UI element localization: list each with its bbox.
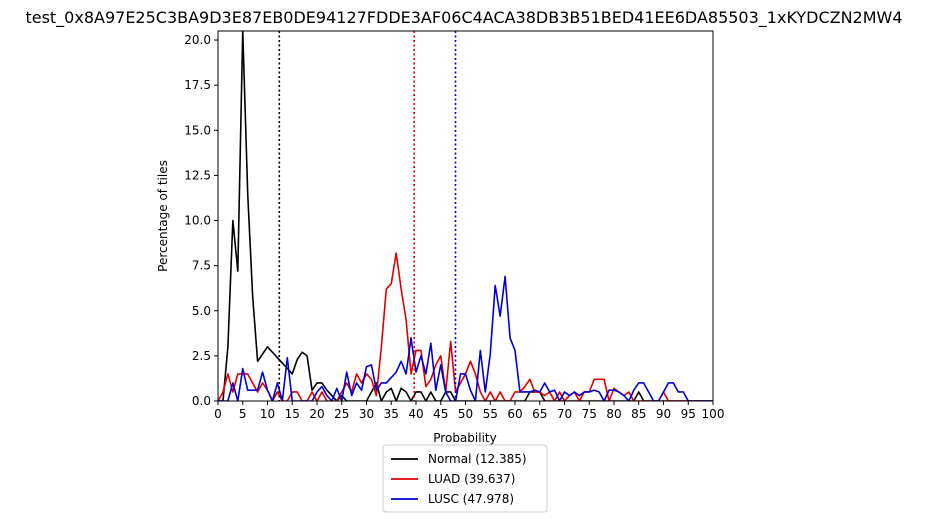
series-line-1 [218,252,713,401]
legend-label-1: LUAD (39.637) [428,472,516,486]
chart-title: test_0x8A97E25C3BA9D3E87EB0DE94127FDDE3A… [25,8,902,28]
x-axis: 0 5 10 15 20 25 30 35 40 45 50 55 60 65 70 75 80 85 90 95 10… [214,401,724,421]
x-tick-label: 35 [384,407,399,421]
x-tick-label: 55 [483,407,498,421]
x-tick-label: 100 [702,407,725,421]
x-tick-label: 25 [334,407,349,421]
y-tick-label: 15.0 [184,123,211,137]
x-tick-label: 70 [557,407,572,421]
x-tick-label: 15 [285,407,300,421]
x-tick-label: 50 [458,407,473,421]
y-tick-label: 0.0 [192,394,211,408]
y-tick-label: 10.0 [184,214,211,228]
series-line-0 [218,31,713,401]
y-tick-label: 7.5 [192,259,211,273]
x-tick-label: 65 [532,407,547,421]
x-tick-label: 20 [309,407,324,421]
plot-frame [217,30,714,402]
x-tick-label: 95 [681,407,696,421]
x-tick-label: 45 [433,407,448,421]
x-tick-label: 80 [606,407,621,421]
x-tick-label: 40 [408,407,423,421]
series-lines [218,31,713,401]
x-tick-label: 60 [507,407,522,421]
x-tick-label: 10 [260,407,275,421]
x-tick-label: 30 [359,407,374,421]
legend-label-0: Normal (12.385) [428,452,527,466]
y-axis: 0.0 2.5 5.0 7.5 10.0 12.5 15.0 17.5 20.0 [184,33,218,408]
x-tick-label: 90 [656,407,671,421]
y-tick-label: 5.0 [192,304,211,318]
y-tick-label: 20.0 [184,33,211,47]
legend: Normal (12.385) LUAD (39.637) LUSC (47.978… [382,444,548,513]
legend-frame [382,444,548,513]
x-tick-label: 85 [631,407,646,421]
mean-lines [278,31,457,401]
y-tick-label: 12.5 [184,168,211,182]
y-tick-label: 17.5 [184,78,211,92]
x-axis-label: Probability [433,431,496,445]
series-line-2 [218,275,713,401]
y-tick-label: 2.5 [192,349,211,363]
plot-area [217,30,714,402]
legend-label-2: LUSC (47.978) [428,492,514,506]
y-axis-label: Percentage of tiles [156,160,170,272]
x-tick-label: 5 [239,407,247,421]
x-tick-label: 75 [582,407,597,421]
x-tick-label: 0 [214,407,222,421]
